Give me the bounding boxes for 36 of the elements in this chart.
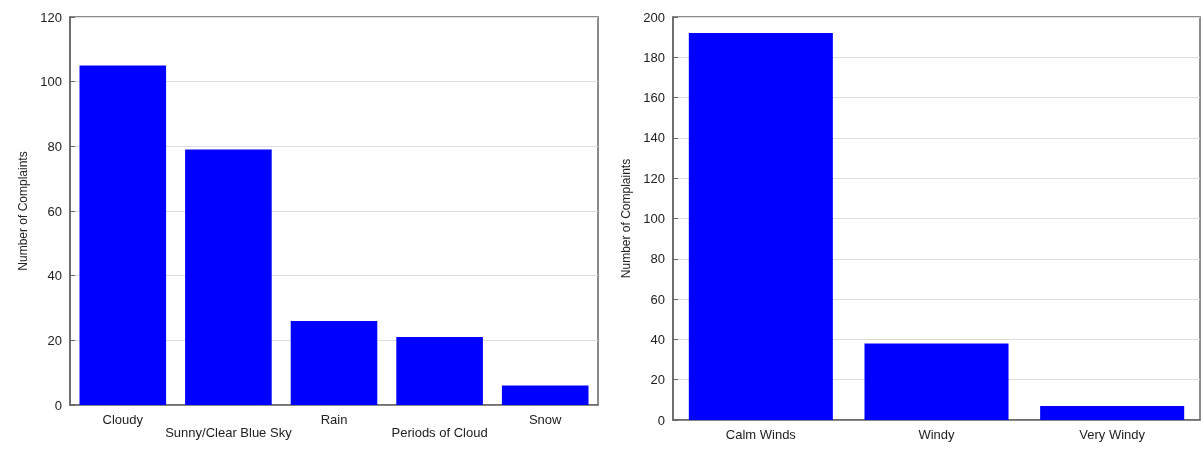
y-tick-label: 20 [650,372,665,388]
bar [501,385,589,405]
x-tick-label: Rain [320,412,348,427]
y-tick-label: 0 [657,412,665,428]
y-tick-label: 40 [47,268,62,284]
y-tick-label: 120 [40,9,62,25]
x-tick-label: Calm Winds [725,427,797,442]
bar [688,33,833,420]
y-tick-label: 160 [643,90,665,106]
y-tick-label: 100 [643,211,665,226]
y-axis-title: Number of Complaints [619,158,634,279]
x-tick-label: Cloudy [102,412,144,427]
y-tick-label: 200 [643,9,665,25]
y-tick-label: 60 [650,291,665,307]
bar [290,320,378,405]
y-tick-label: 140 [643,130,665,146]
bar [396,337,483,405]
y-axis-title: Number of Complaints [16,151,31,271]
y-tick-label: 60 [47,203,62,219]
bar [185,149,272,405]
y-tick-label: 40 [650,331,665,347]
x-tick-label: Periods of Cloud [391,425,488,440]
y-tick-label: 80 [650,251,665,267]
bar [864,343,1009,420]
y-tick-label: 20 [47,332,62,348]
y-tick-label: 0 [54,397,62,413]
y-tick-label: 80 [47,138,62,154]
bar [1040,405,1185,420]
bar [79,65,167,405]
y-tick-label: 180 [643,49,665,65]
x-tick-label: Very Windy [1079,427,1146,442]
y-tick-label: 120 [643,170,665,186]
x-tick-label: Snow [528,412,563,427]
x-tick-label: Windy [918,427,956,442]
y-tick-label: 100 [40,74,62,90]
x-tick-label: Sunny/Clear Blue Sky [165,425,293,440]
